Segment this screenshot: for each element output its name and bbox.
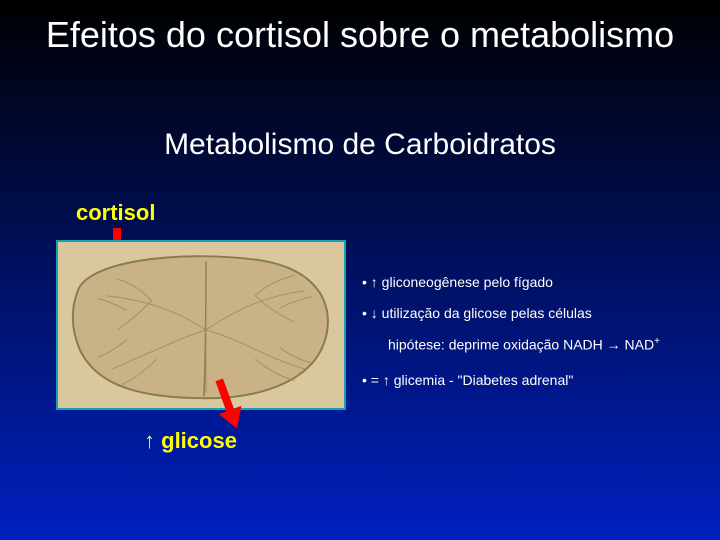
- cortisol-label: cortisol: [76, 200, 155, 226]
- bullet-3: hipótese: deprime oxidação NADH → NAD+: [388, 334, 712, 356]
- slide-subtitle: Metabolismo de Carboidratos: [0, 128, 720, 162]
- glicose-arrow-icon: [212, 378, 246, 430]
- bullet-1-text: gliconeogênese pelo fígado: [378, 274, 553, 290]
- up-arrow-icon-2: ↑: [383, 372, 390, 388]
- bullet-1: • ↑ gliconeogênese pelo fígado: [362, 272, 712, 293]
- bullet-3-text2: NAD: [621, 337, 654, 353]
- bullet-2-prefix: •: [362, 305, 371, 321]
- bullet-3-sup: +: [654, 336, 660, 347]
- down-arrow-icon: ↓: [371, 305, 378, 321]
- glicose-text: glicose: [161, 428, 237, 453]
- bullet-list: • ↑ gliconeogênese pelo fígado • ↓ utili…: [362, 272, 712, 401]
- bullet-4-text: glicemia - "Diabetes adrenal": [390, 372, 573, 388]
- bullet-2: • ↓ utilização da glicose pelas células: [362, 303, 712, 324]
- liver-illustration: [56, 240, 346, 410]
- up-arrow-icon: ↑: [371, 274, 378, 290]
- bullet-1-prefix: •: [362, 274, 371, 290]
- right-arrow-icon: →: [607, 337, 621, 353]
- slide-title: Efeitos do cortisol sobre o metabolismo: [0, 14, 720, 55]
- bullet-3-text: hipótese: deprime oxidação NADH: [388, 337, 607, 353]
- bullet-4-prefix: • =: [362, 372, 383, 388]
- glicose-up-arrow-icon: ↑: [144, 428, 155, 453]
- glicose-label: ↑ glicose: [144, 428, 237, 454]
- bullet-2-text: utilização da glicose pelas células: [378, 305, 592, 321]
- bullet-4: • = ↑ glicemia - "Diabetes adrenal": [362, 370, 712, 391]
- slide: Efeitos do cortisol sobre o metabolismo …: [0, 0, 720, 540]
